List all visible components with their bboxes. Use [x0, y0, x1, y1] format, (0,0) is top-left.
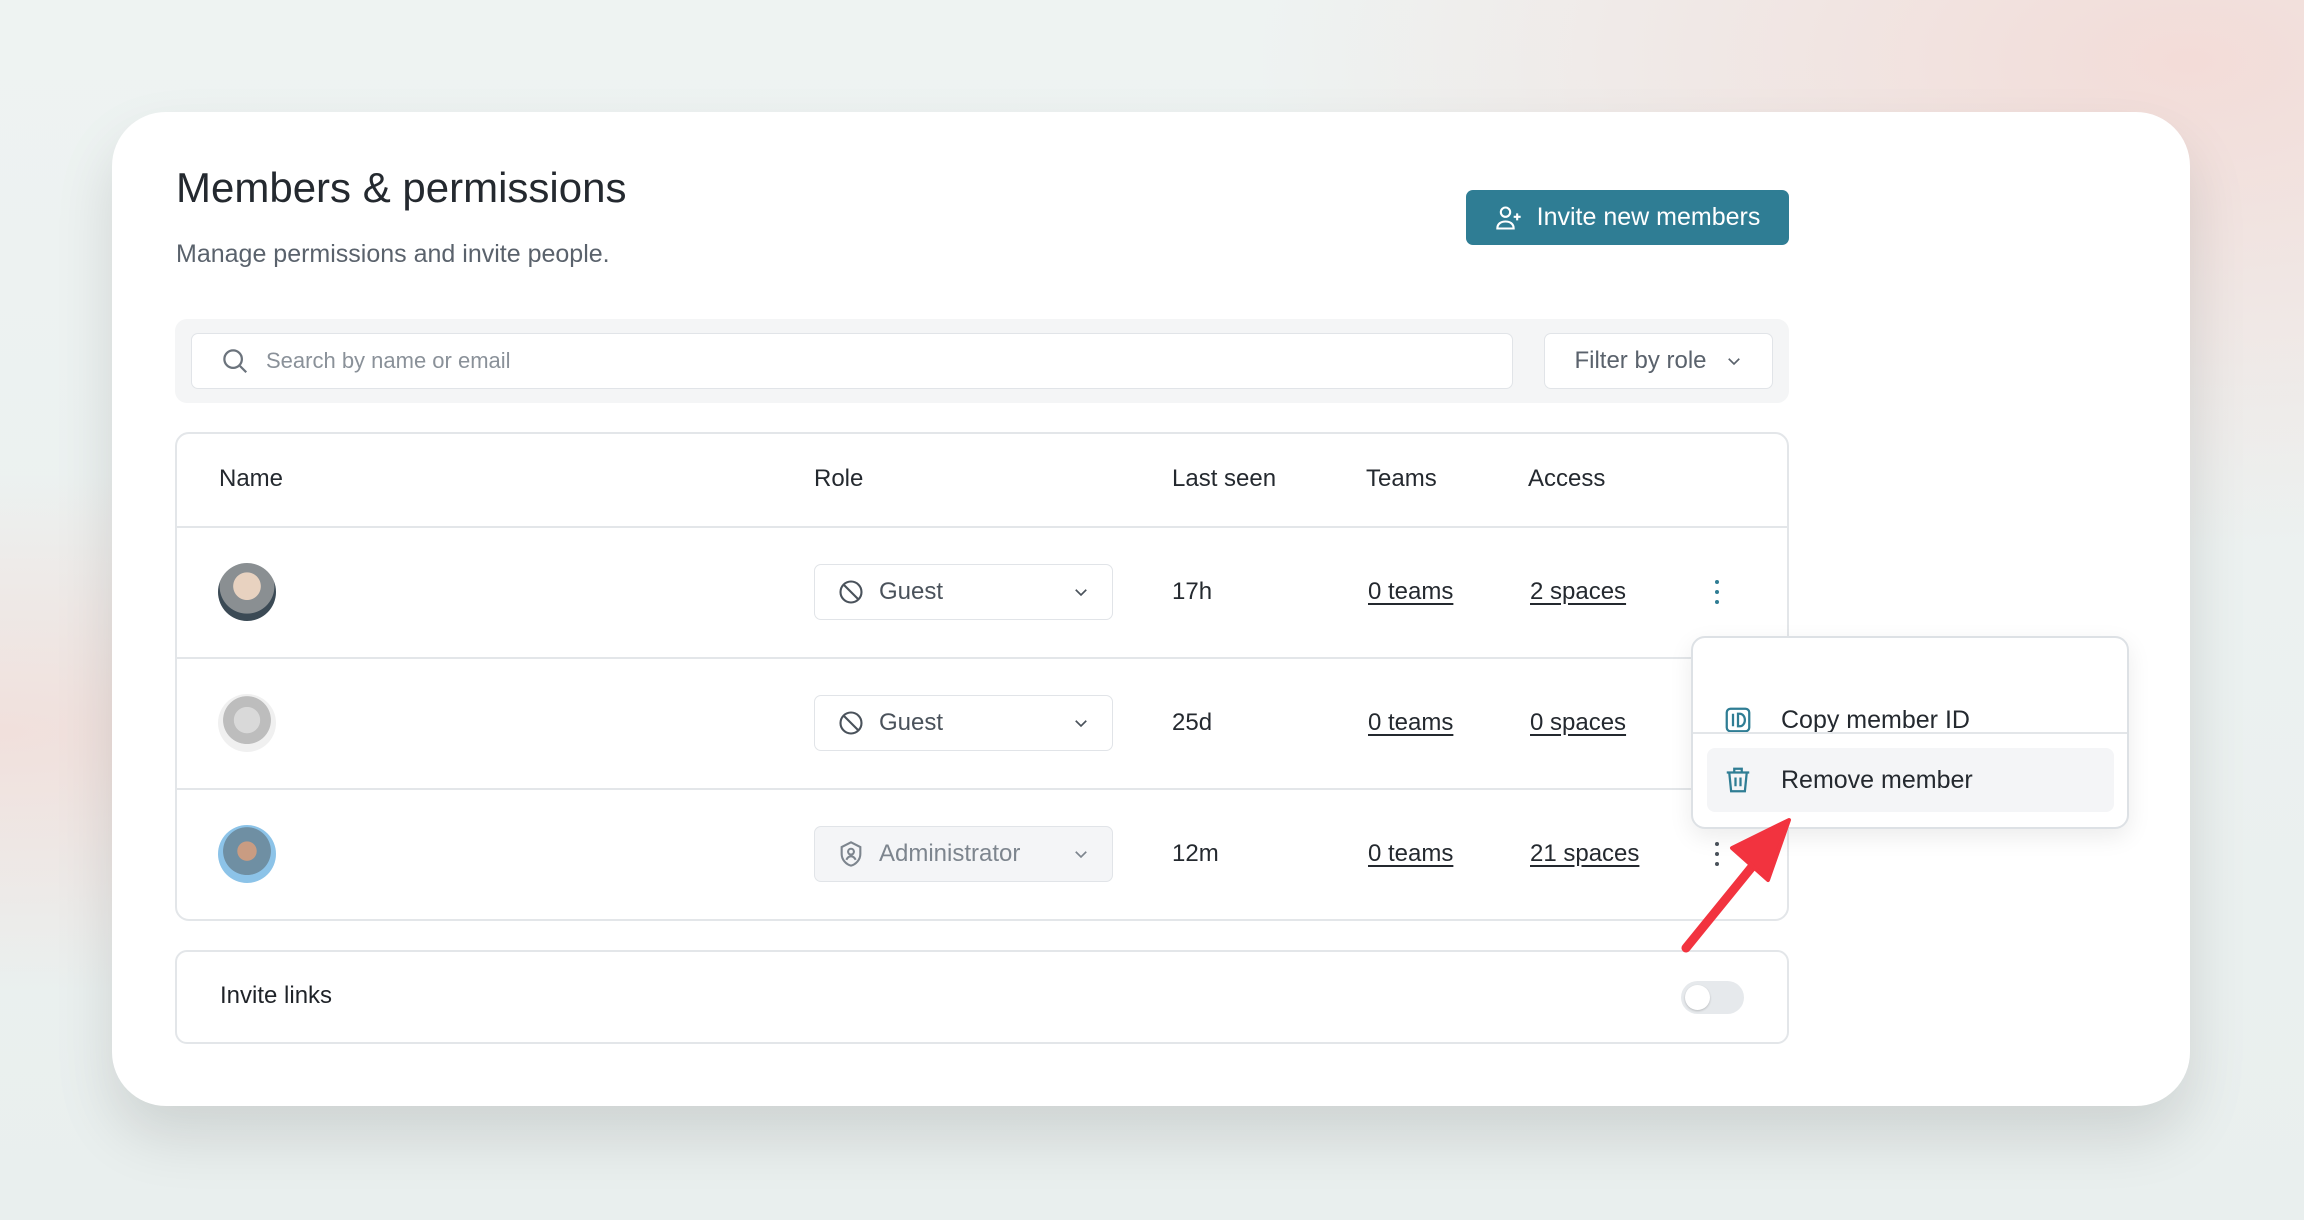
filter-label: Filter by role	[1574, 347, 1707, 374]
user-plus-icon	[1495, 205, 1521, 230]
role-dropdown[interactable]: Guest	[814, 564, 1113, 620]
invite-links-label: Invite links	[220, 982, 333, 1009]
avatar	[218, 563, 276, 621]
divider	[175, 526, 1789, 528]
divider	[175, 788, 1789, 790]
page-subtitle: Manage permissions and invite people.	[176, 240, 610, 268]
column-header-name[interactable]: Name	[219, 465, 284, 492]
search-input[interactable]: Search by name or email	[191, 333, 1513, 389]
member-context-menu: Copy member ID Remove member	[1691, 636, 2129, 829]
last-seen: 17h	[1172, 578, 1213, 605]
chevron-down-icon	[1075, 720, 1087, 728]
page-title: Members & permissions	[176, 164, 627, 211]
ban-icon	[839, 580, 863, 604]
chevron-down-icon	[1075, 589, 1087, 597]
menu-item-label: Copy member ID	[1781, 705, 1970, 734]
access-link[interactable]: 0 spaces	[1530, 709, 1627, 736]
access-link[interactable]: 2 spaces	[1530, 578, 1627, 605]
search-icon	[223, 349, 248, 374]
invite-new-members-button[interactable]: Invite new members	[1466, 190, 1789, 245]
teams-link[interactable]: 0 teams	[1368, 578, 1454, 605]
menu-item-copy-member-id[interactable]: Copy member ID	[1707, 688, 2114, 752]
last-seen: 12m	[1172, 840, 1219, 867]
column-header-access[interactable]: Access	[1528, 465, 1606, 492]
role-label: Guest	[879, 709, 944, 736]
invite-links-section	[175, 950, 1789, 1044]
search-placeholder: Search by name or email	[266, 348, 511, 373]
access-link[interactable]: 21 spaces	[1530, 840, 1640, 867]
column-header-last-seen[interactable]: Last seen	[1172, 465, 1277, 492]
teams-link[interactable]: 0 teams	[1368, 709, 1454, 736]
last-seen: 25d	[1172, 709, 1213, 736]
role-dropdown[interactable]: Guest	[814, 695, 1113, 751]
column-header-role[interactable]: Role	[814, 465, 864, 492]
id-icon	[1725, 707, 1751, 733]
ban-icon	[839, 711, 863, 735]
chevron-down-icon	[1075, 851, 1087, 859]
filter-by-role-dropdown[interactable]: Filter by role	[1544, 333, 1773, 389]
role-dropdown[interactable]: Administrator	[814, 826, 1113, 882]
role-label: Guest	[879, 578, 944, 605]
avatar	[218, 825, 276, 883]
invite-button-label: Invite new members	[1536, 203, 1761, 231]
avatar	[218, 694, 276, 752]
members-panel	[112, 112, 2190, 1106]
divider	[175, 657, 1789, 659]
menu-item-label: Remove member	[1781, 765, 1973, 794]
chevron-down-icon	[1727, 358, 1740, 366]
menu-item-remove-member[interactable]: Remove member	[1707, 748, 2114, 812]
invite-links-toggle[interactable]	[1681, 981, 1744, 1014]
annotation-arrow-icon	[1681, 818, 1791, 953]
role-label: Administrator	[879, 840, 1021, 867]
teams-link[interactable]: 0 teams	[1368, 840, 1454, 867]
row-actions-menu-button[interactable]	[1707, 577, 1727, 607]
row-actions-menu-button[interactable]	[1707, 839, 1727, 869]
column-header-teams[interactable]: Teams	[1366, 465, 1437, 492]
shield-user-icon	[840, 841, 862, 867]
menu-divider	[1693, 732, 2127, 734]
trash-icon	[1726, 767, 1750, 793]
